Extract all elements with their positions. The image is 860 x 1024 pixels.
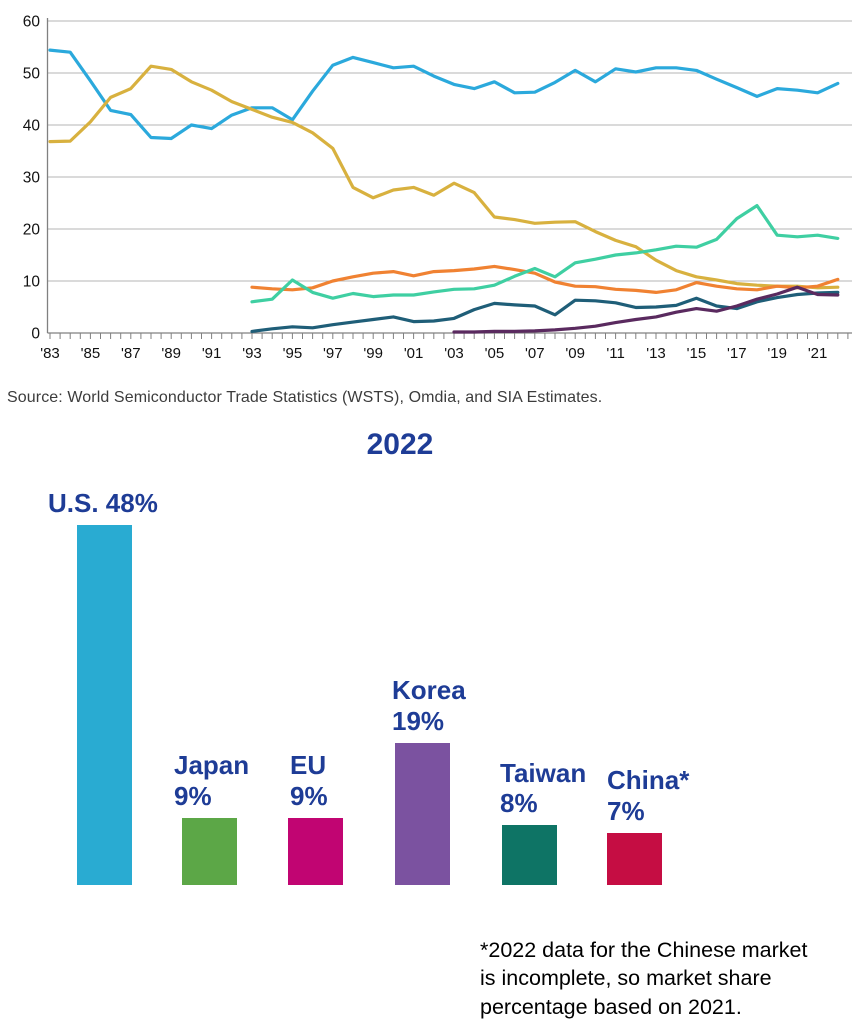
bar-chart: U.S. 48% Japan 9% EU 9% Korea 19% Taiwan 8% China… [0, 460, 860, 900]
bar-label-line: China* [607, 765, 690, 796]
x-tick-label-1993: '93 [242, 345, 262, 362]
x-tick-label-2021: '21 [808, 345, 828, 362]
source-note: Source: World Semiconductor Trade Statis… [7, 389, 603, 406]
line-series-japan [48, 64, 840, 290]
bar-korea [395, 742, 450, 885]
y-tick-label-60: 60 [23, 14, 41, 31]
x-tick-label-2007: '07 [525, 345, 545, 362]
x-tick-label-2011: '11 [606, 345, 624, 362]
x-tick-label-1985: '85 [81, 345, 101, 362]
x-tick-label-2001: '01 [404, 345, 424, 362]
footnote-line: is incomplete, so market share [480, 966, 772, 991]
x-tick-label-2009: '09 [565, 345, 585, 362]
x-tick-label-1995: '95 [283, 345, 303, 362]
bar-label-line: Japan [174, 750, 250, 781]
bar-label-korea: Korea 19% [392, 675, 466, 736]
bar-eu [288, 817, 343, 885]
bar-label-line: EU [290, 750, 327, 781]
x-tick-label-2015: '15 [687, 345, 707, 362]
bar-label-line: 19% [392, 705, 445, 736]
bar-chart-title: 2022 [366, 428, 434, 461]
x-tick-label-1999: '99 [363, 345, 383, 362]
x-tick-label-2019: '19 [767, 345, 787, 362]
line-series-korea [250, 204, 840, 304]
y-tick-label-50: 50 [23, 66, 41, 83]
bar-label-line: 9% [174, 780, 212, 811]
footnote-line: percentage based on 2021. [480, 994, 742, 1019]
line-series-us [48, 48, 840, 141]
y-tick-label-0: 0 [31, 326, 40, 343]
x-tick-label-1991: '91 [202, 345, 222, 362]
bar-label-japan: Japan 9% [174, 750, 249, 811]
bar-label-us: U.S. 48% [48, 488, 158, 519]
line-series-taiwan [250, 290, 840, 333]
bar-label-line: Korea [392, 675, 466, 706]
line-chart: 0 10 20 30 40 50 60 '83 '85 '87 '89 '91 '93 '95 '97 '99… [23, 14, 852, 362]
bar-label-china: China* 7% [607, 765, 689, 826]
bar-taiwan [502, 825, 557, 885]
x-tick-label-2005: '05 [485, 345, 505, 362]
bar-japan [182, 817, 237, 885]
bar-label-line: U.S. 48% [48, 488, 158, 519]
line-series-europe [250, 264, 840, 294]
bar-label-line: 9% [290, 780, 328, 811]
line-series-china [452, 285, 840, 334]
x-tick-label-2017: '17 [727, 345, 747, 362]
bar-china [607, 832, 662, 885]
x-tick-label-1989: '89 [161, 345, 181, 362]
footnote: *2022 data for the Chinese market is inco… [480, 936, 858, 1021]
bar-label-taiwan: Taiwan 8% [500, 758, 586, 819]
y-tick-label-10: 10 [23, 274, 41, 291]
bar-label-line: Taiwan [500, 757, 587, 788]
bar-us [77, 525, 132, 885]
footnote-line: *2022 data for the Chinese market [480, 938, 808, 962]
y-tick-label-30: 30 [23, 170, 41, 187]
x-tick-label-1983: '83 [40, 345, 60, 362]
bar-label-line: 8% [500, 788, 538, 819]
x-tick-label-2013: '13 [646, 345, 666, 362]
x-tick-label-2003: '03 [444, 345, 464, 362]
x-tick-label-1997: '97 [323, 345, 343, 362]
y-tick-label-20: 20 [23, 222, 41, 239]
bar-label-eu: EU 9% [290, 750, 328, 811]
y-tick-label-40: 40 [23, 118, 41, 135]
bar-label-line: 7% [607, 795, 645, 826]
x-tick-label-1987: '87 [121, 345, 141, 362]
